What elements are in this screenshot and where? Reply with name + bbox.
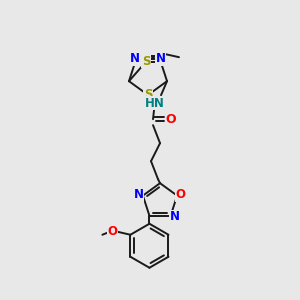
Text: N: N [130,52,140,65]
Text: N: N [156,52,166,65]
Text: O: O [166,113,176,126]
Text: S: S [142,55,150,68]
Text: O: O [175,188,185,201]
Text: O: O [107,225,117,238]
Text: N: N [169,210,180,223]
Text: N: N [134,188,144,201]
Text: S: S [144,88,152,101]
Text: HN: HN [145,97,165,110]
